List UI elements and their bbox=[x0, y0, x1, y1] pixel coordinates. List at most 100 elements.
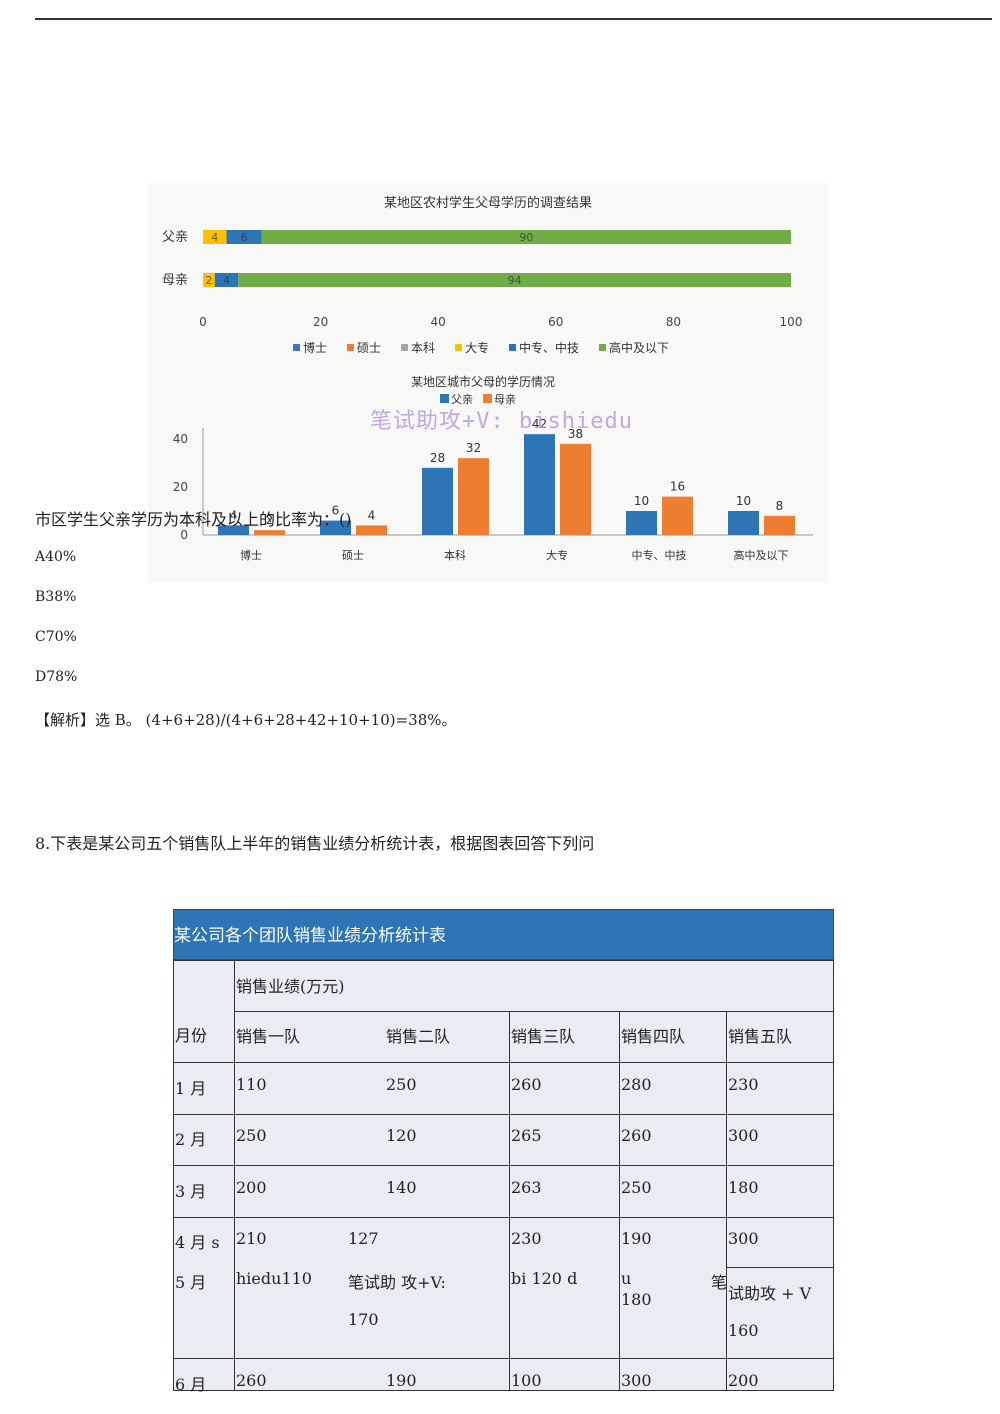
chart2-data-label: 8 bbox=[776, 499, 784, 513]
team-header-2: 销售二队 bbox=[386, 1027, 451, 1046]
row-month: 2 月 bbox=[175, 1130, 207, 1149]
chart1-bar-segment bbox=[203, 273, 215, 287]
chart2-data-label: 16 bbox=[670, 480, 685, 494]
chart1-x-tick-label: 60 bbox=[548, 315, 563, 329]
table-cell: 300 bbox=[728, 1126, 759, 1145]
chart1-data-label: 4 bbox=[211, 231, 218, 244]
table-cell: 180 bbox=[621, 1290, 652, 1309]
chart2-bar bbox=[662, 496, 693, 535]
chart1-legend-label: 大专 bbox=[465, 340, 489, 355]
chart1-bar-segment bbox=[261, 230, 791, 244]
table-cell: 300 bbox=[621, 1371, 652, 1390]
row-month: 5 月 bbox=[175, 1273, 207, 1292]
sales-header: 销售业绩(万元) bbox=[236, 977, 345, 996]
chart2-bar bbox=[458, 458, 489, 535]
table-cell: 试助攻 + V bbox=[728, 1284, 812, 1303]
chart1-category-label: 母亲 bbox=[162, 273, 188, 288]
chart2-bar bbox=[764, 515, 795, 535]
chart2-y-tick-label: 40 bbox=[173, 432, 188, 446]
row-month: 1 月 bbox=[175, 1079, 207, 1098]
chart2-legend-label: 母亲 bbox=[494, 392, 516, 406]
chart2-bar bbox=[218, 525, 249, 535]
chart2-bar bbox=[254, 530, 285, 535]
table-cell: 100 bbox=[511, 1371, 542, 1390]
table-cell: 160 bbox=[728, 1321, 759, 1340]
table-cell: 200 bbox=[728, 1371, 759, 1390]
table-cell: 230 bbox=[728, 1075, 759, 1094]
chart1-legend-swatch bbox=[599, 344, 606, 351]
chart2-y-tick-label: 20 bbox=[173, 480, 188, 494]
table-cell: 笔试助 攻+V: bbox=[348, 1273, 446, 1292]
table-cell: 265 bbox=[511, 1126, 542, 1145]
table-cell: 120 bbox=[386, 1126, 417, 1145]
chart2-bar bbox=[560, 443, 591, 535]
chart1-data-label: 94 bbox=[508, 274, 522, 287]
table-cell: 250 bbox=[236, 1126, 267, 1145]
chart2-bar bbox=[356, 525, 387, 535]
option-d: D78% bbox=[35, 669, 78, 685]
chart2-data-label: 38 bbox=[568, 427, 583, 441]
chart2-category-label: 中专、中技 bbox=[632, 548, 687, 562]
chart1-legend-swatch bbox=[293, 344, 300, 351]
chart2-bar bbox=[728, 511, 759, 535]
chart2-data-label: 42 bbox=[532, 417, 547, 431]
table-cell: 260 bbox=[511, 1075, 542, 1094]
chart2-legend-swatch bbox=[440, 394, 449, 403]
chart-figure: 某地区农村学生父母学历的调查结果 父亲 4 6 90 母亲 2 4 94 0 20 40 60 80 100… bbox=[148, 183, 828, 583]
table-cell: 250 bbox=[386, 1075, 417, 1094]
option-c: C70% bbox=[35, 629, 77, 645]
table-cell: 170 bbox=[348, 1310, 379, 1329]
chart1-bar-segment bbox=[238, 273, 791, 287]
chart1-bar-segment bbox=[214, 273, 239, 287]
chart1-x-tick-label: 0 bbox=[199, 315, 207, 329]
chart1-bar-segment bbox=[203, 230, 227, 244]
chart2-data-label: 28 bbox=[430, 451, 445, 465]
row-month: 4 月 s bbox=[175, 1233, 220, 1252]
chart1-title: 某地区农村学生父母学历的调查结果 bbox=[384, 195, 592, 211]
chart1-legend-label: 硕士 bbox=[357, 341, 381, 355]
chart2-bar bbox=[320, 520, 351, 535]
team-header-5: 销售五队 bbox=[728, 1027, 793, 1046]
table-cell: 110 bbox=[236, 1075, 267, 1094]
chart2-category-label: 高中及以下 bbox=[734, 548, 789, 562]
chart2-category-label: 博士 bbox=[240, 549, 262, 562]
chart1-legend-swatch bbox=[401, 344, 408, 351]
month-header: 月份 bbox=[175, 1026, 208, 1045]
option-b: B38% bbox=[35, 589, 77, 605]
table-cell: 300 bbox=[728, 1229, 759, 1248]
top-rule bbox=[35, 18, 992, 20]
chart1-data-label: 6 bbox=[241, 231, 248, 244]
watermark: 笔试助攻+V: bishiedu bbox=[370, 409, 633, 434]
chart2-bar bbox=[524, 434, 555, 535]
chart1-legend-label: 本科 bbox=[411, 341, 435, 355]
table-cell: 127 bbox=[348, 1229, 379, 1248]
question-8-text: 8.下表是某公司五个销售队上半年的销售业绩分析统计表，根据图表回答下列问 bbox=[35, 834, 595, 853]
table-cell: u bbox=[621, 1269, 632, 1288]
chart1-x-tick-label: 20 bbox=[313, 315, 328, 329]
team-header-4: 销售四队 bbox=[621, 1027, 686, 1046]
chart1-legend-label: 高中及以下 bbox=[609, 340, 669, 355]
table-cell: 230 bbox=[511, 1229, 542, 1248]
chart2-data-label: 32 bbox=[466, 441, 481, 455]
table-cell: 260 bbox=[621, 1126, 652, 1145]
table-body: 月份 销售业绩(万元) 销售一队 销售二队 销售三队 销售四队 销售五队 1 月… bbox=[173, 960, 834, 1394]
chart2-category-label: 本科 bbox=[444, 548, 466, 562]
team-header-3: 销售三队 bbox=[511, 1027, 576, 1046]
chart2-bar bbox=[626, 511, 657, 535]
question-text: 市区学生父亲学历为本科及以上的比率为：() bbox=[35, 510, 352, 529]
chart2-category-label: 硕士 bbox=[342, 549, 364, 562]
option-a: A40% bbox=[35, 549, 77, 565]
table-cell: 280 bbox=[621, 1075, 652, 1094]
chart2-category-label: 大专 bbox=[546, 548, 568, 562]
chart2-data-label: 4 bbox=[230, 508, 238, 522]
chart2-title: 某地区城市父母的学历情况 bbox=[411, 374, 555, 389]
chart1-x-tick-label: 40 bbox=[431, 315, 446, 329]
table-cell: 190 bbox=[621, 1229, 652, 1248]
table-cell: 200 bbox=[236, 1178, 267, 1197]
table-cell: 190 bbox=[386, 1371, 417, 1390]
chart1-data-label: 90 bbox=[519, 231, 533, 244]
chart2-bar bbox=[422, 467, 453, 535]
chart1-legend-swatch bbox=[455, 344, 462, 351]
chart2-y-tick-label: 0 bbox=[180, 528, 188, 542]
